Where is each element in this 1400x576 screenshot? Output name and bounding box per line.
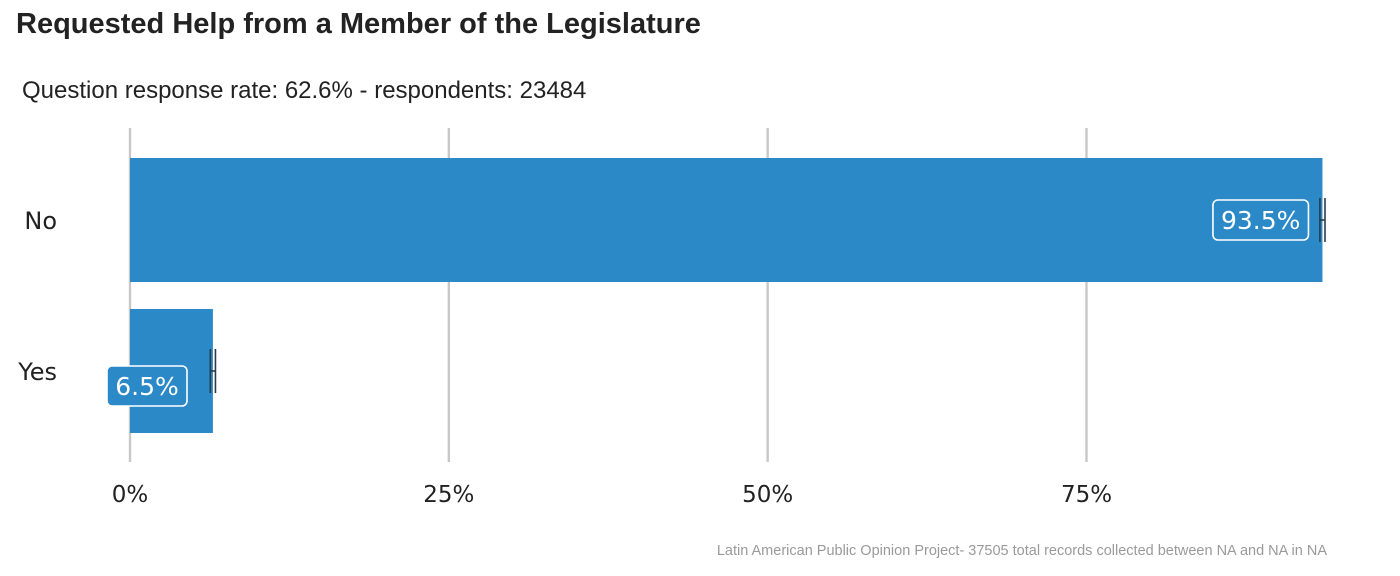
chart-subtitle: Question response rate: 62.6% - responde… xyxy=(22,77,587,104)
value-label: 93.5% xyxy=(1212,199,1310,241)
chart-caption: Latin American Public Opinion Project- 3… xyxy=(716,543,1327,559)
bar-no xyxy=(130,158,1323,282)
category-labels: No Yes xyxy=(17,207,57,386)
chart-title: Requested Help from a Member of the Legi… xyxy=(16,8,701,40)
error-bars xyxy=(209,198,1326,393)
category-label: No xyxy=(24,207,57,235)
value-labels: 93.5% 6.5% xyxy=(106,199,1310,407)
x-tick-label: 75% xyxy=(1061,482,1112,508)
value-label-text: 93.5% xyxy=(1221,206,1300,235)
category-label: Yes xyxy=(17,358,57,386)
x-tick-label: 50% xyxy=(742,482,793,508)
bars xyxy=(130,158,1323,433)
error-bar xyxy=(1319,198,1326,242)
x-tick-label: 0% xyxy=(112,482,149,508)
value-label-text: 6.5% xyxy=(115,372,179,401)
value-label: 6.5% xyxy=(106,365,188,407)
x-axis-ticks: 0% 25% 50% 75% xyxy=(112,482,1112,508)
x-tick-label: 25% xyxy=(423,482,474,508)
error-bar xyxy=(209,349,217,393)
